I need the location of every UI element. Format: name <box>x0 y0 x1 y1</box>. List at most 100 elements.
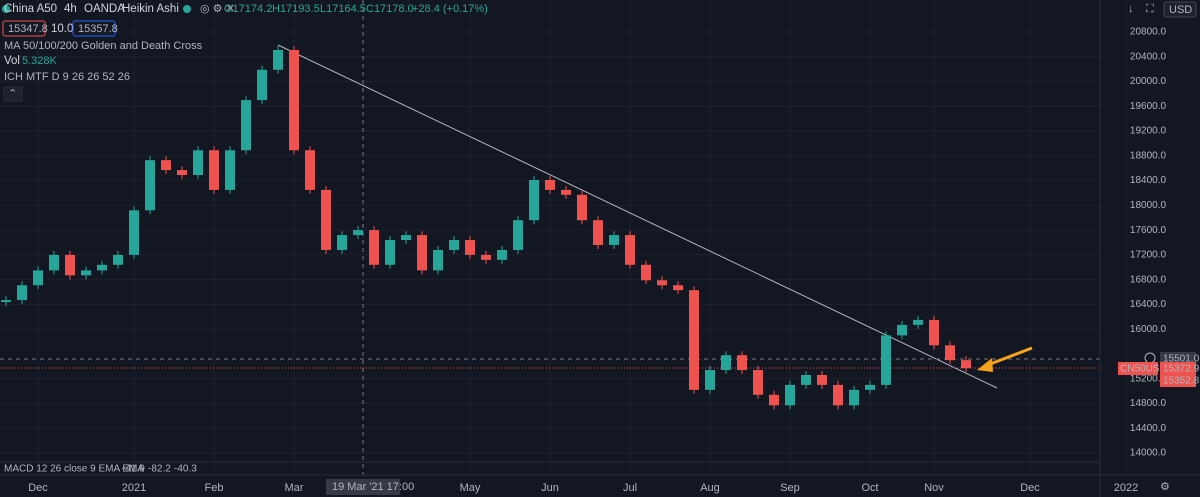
x-tick-label: May <box>460 482 481 494</box>
annotation-arrow[interactable] <box>984 346 1033 368</box>
candle <box>641 264 651 281</box>
candle <box>433 249 443 271</box>
y-tick-label: 18800.0 <box>1130 150 1167 161</box>
y-tick-label: 18000.0 <box>1130 200 1167 211</box>
close: C17178.0 <box>366 3 414 15</box>
currency-box[interactable] <box>1163 1 1197 18</box>
trend-line[interactable] <box>277 44 998 389</box>
candle <box>481 254 491 260</box>
candle <box>785 384 795 406</box>
download-icon[interactable]: ↓ <box>1128 3 1134 15</box>
settings-icon[interactable]: ⚙ <box>1160 481 1170 493</box>
candle <box>913 319 923 325</box>
candle <box>321 189 331 250</box>
candle <box>193 150 203 176</box>
y-tick-label: 17200.0 <box>1130 250 1167 261</box>
buy-box[interactable] <box>72 20 116 37</box>
candle <box>417 235 427 271</box>
candle <box>721 355 731 371</box>
candle <box>625 235 635 265</box>
indicator-vol-value: 5.328K <box>22 55 58 67</box>
candle <box>881 335 891 385</box>
y-tick-label: 16400.0 <box>1130 299 1167 310</box>
chart-style: Heikin Ashi <box>122 3 179 15</box>
macd-hist: -40.3 <box>174 464 197 475</box>
x-tick-label: Jul <box>623 482 637 494</box>
quantity[interactable]: 10.0 <box>51 23 73 35</box>
candle <box>257 69 267 101</box>
candle <box>305 150 315 190</box>
crosshair-box <box>326 479 400 495</box>
x-tick-label: Sep <box>780 482 800 494</box>
indicator-macd[interactable]: MACD 12 26 close 9 EMA EMA <box>4 464 144 475</box>
change: +28.4 (+0.17%) <box>412 3 488 15</box>
y-tick-label: 20000.0 <box>1130 76 1167 87</box>
bid-box <box>1160 362 1196 375</box>
bid-price: 15372.9 <box>1163 364 1200 375</box>
candle <box>209 150 219 190</box>
candle <box>97 264 107 271</box>
candle <box>129 210 139 255</box>
candle <box>529 179 539 221</box>
menu-icons[interactable]: ◎ ⚙ ✕ <box>200 3 235 15</box>
candle <box>769 394 779 406</box>
last-price-box <box>1160 352 1196 365</box>
buy-price[interactable]: 15357.8 <box>78 23 118 35</box>
status-dot <box>2 5 10 13</box>
interval[interactable]: 4h <box>64 3 77 15</box>
candle <box>689 290 699 390</box>
high: H17193.5 <box>272 3 320 15</box>
time-axis: Dec 2021 Feb Mar May Jun Jul Aug Sep Oct Nov Dec 202… <box>28 482 1138 494</box>
candle <box>929 319 939 346</box>
candle <box>337 235 347 250</box>
x-tick-label: Dec <box>28 482 48 494</box>
candle <box>353 230 363 236</box>
candle <box>161 160 171 171</box>
tag-box <box>1118 362 1158 375</box>
y-tick-label: 14000.0 <box>1130 448 1167 459</box>
indicator-vol[interactable]: Vol <box>4 55 20 67</box>
candle <box>81 270 91 276</box>
candle <box>369 230 379 265</box>
candle <box>385 240 395 265</box>
indicator-ma[interactable]: MA 50/100/200 Golden and Death Cross <box>4 40 203 52</box>
candle <box>241 100 251 151</box>
candle <box>849 389 859 406</box>
ask-price: 15352.8 <box>1163 376 1200 387</box>
price-axis: 14000.0 14400.0 14800.0 15200.0 16000.0 16400… <box>1130 27 1167 459</box>
sell-box[interactable] <box>2 20 46 37</box>
sell-price[interactable]: 15347.8 <box>8 23 48 35</box>
y-tick-label: 16000.0 <box>1130 324 1167 335</box>
indicator-ich[interactable]: ICH MTF D 9 26 26 52 26 <box>4 71 130 83</box>
candle <box>49 254 59 271</box>
macd-value: -41.9 <box>122 464 145 475</box>
y-tick-label: 20800.0 <box>1130 27 1167 38</box>
symbol[interactable]: China A50 <box>4 3 57 15</box>
x-tick-label: 2021 <box>122 482 146 494</box>
y-tick-label: 16800.0 <box>1130 274 1167 285</box>
currency[interactable]: USD <box>1169 4 1192 16</box>
candle <box>897 324 907 336</box>
x-tick-label: Nov <box>924 482 944 494</box>
y-tick-label: 19200.0 <box>1130 126 1167 137</box>
candle <box>465 240 475 255</box>
candle <box>289 49 299 151</box>
y-tick-label: 17600.0 <box>1130 225 1167 236</box>
candle <box>449 240 459 250</box>
fullscreen-icon[interactable]: ⛶ <box>1146 3 1154 15</box>
candle <box>609 235 619 245</box>
candle <box>657 280 667 286</box>
candle <box>225 150 235 190</box>
y-tick-label: 15200.0 <box>1130 373 1167 384</box>
candle <box>833 384 843 406</box>
candle <box>593 220 603 245</box>
candles <box>1 45 971 410</box>
x-tick-label: Dec <box>1020 482 1040 494</box>
candle <box>497 249 507 260</box>
symbol-tag: CN50USD <box>1120 364 1167 375</box>
collapse-button[interactable] <box>3 86 23 102</box>
collapse-icon[interactable]: ⌃ <box>8 88 17 100</box>
ask-box <box>1160 374 1196 387</box>
y-tick-label: 14400.0 <box>1130 423 1167 434</box>
